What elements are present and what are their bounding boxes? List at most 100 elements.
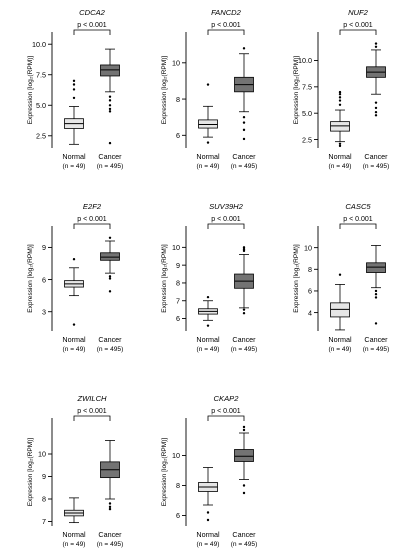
outlier-point [374,289,378,293]
outlier-point [338,144,342,148]
group-label: Cancer [232,530,256,539]
y-tick-label: 5.0 [302,109,312,118]
group-label: Normal [196,152,220,161]
y-axis-title: Expression [log₂(RPM)] [27,244,34,313]
p-value-label: p < 0.001 [77,216,106,223]
group-label: Cancer [98,530,122,539]
y-tick-label: 8 [308,265,312,274]
group-label: Normal [196,335,220,344]
outlier-point [242,246,246,249]
group-n-label: (n = 49) [197,163,220,170]
outlier-point [206,511,210,514]
group-n-label: (n = 49) [63,346,86,353]
y-tick-label: 7.5 [36,70,46,79]
outlier-point [72,83,76,86]
box-normal [330,273,350,331]
gene-title: CDCA2 [79,8,106,17]
box-iqr [330,302,350,318]
box-cancer [100,48,120,145]
p-value-label: p < 0.001 [77,22,106,29]
y-tick-label: 7.5 [302,83,312,92]
y-axis-title: Expression [log₂(RPM)] [27,56,34,125]
box-cancer [234,47,254,141]
box-cancer [366,245,386,325]
box-normal [64,79,84,145]
significance-bracket [339,223,377,229]
outlier-point [242,128,246,132]
box-normal [198,83,218,144]
outlier-point [206,518,210,522]
group-n-label: (n = 495) [97,163,124,170]
outlier-point [374,322,378,325]
outlier-point [108,277,112,280]
group-n-label: (n = 495) [363,346,390,353]
box-iqr [100,252,120,261]
box-normal [198,467,218,522]
group-n-label: (n = 49) [63,163,86,170]
outlier-point [338,93,342,96]
group-label: Normal [328,152,352,161]
outlier-point [206,295,210,299]
significance-bracket [339,29,377,35]
y-tick-label: 8 [176,95,180,104]
group-label: Cancer [232,152,256,161]
group-label: Normal [62,530,86,539]
y-tick-label: 2.5 [36,131,46,140]
panel-fancd2: 6 8 10 Expression [log₂(RPM)] FANCD2 p < 0.00… [161,8,257,170]
outlier-point [374,110,378,114]
y-tick-label: 6 [176,511,180,520]
box-normal [64,497,84,524]
y-axis-title: Expression [log₂(RPM)] [293,244,300,313]
outlier-point [374,106,378,110]
outlier-point [72,79,76,83]
outlier-point [338,103,342,106]
significance-bracket [207,29,245,35]
box-iqr [234,449,254,462]
outlier-point [242,115,246,119]
box-cancer [100,440,120,511]
box-iqr [100,64,120,77]
group-n-label: (n = 49) [329,163,352,170]
y-tick-label: 8 [42,495,46,504]
outlier-point [338,142,342,145]
group-label: Normal [62,152,86,161]
y-tick-label: 10 [172,59,180,68]
y-axis-title: Expression [log₂(RPM)] [161,244,168,313]
p-value-label: p < 0.001 [343,22,372,29]
y-tick-label: 10 [304,243,312,252]
group-n-label: (n = 495) [97,346,124,353]
significance-bracket [207,223,245,229]
y-tick-label: 4 [308,308,312,317]
outlier-point [242,249,246,253]
panel-cdca2: 2.5 5.0 7.5 10.0 Expression [log₂(RPM)] CDCA2… [27,8,123,170]
y-tick-label: 6 [176,131,180,140]
gene-title: E2F2 [83,202,102,211]
outlier-point [206,324,210,327]
outlier-point [108,107,112,111]
box-iqr [330,121,350,132]
group-n-label: (n = 49) [63,541,86,548]
y-axis-title: Expression [log₂(RPM)] [27,438,34,507]
outlier-point [242,121,246,124]
y-axis-title: Expression [log₂(RPM)] [161,438,168,507]
outlier-point [108,505,112,509]
group-label: Normal [196,530,220,539]
p-value-label: p < 0.001 [211,216,240,223]
p-value-label: p < 0.001 [343,216,372,223]
outlier-point [374,42,378,45]
group-label: Cancer [98,152,122,161]
outlier-point [242,247,246,251]
outlier-point [242,425,246,429]
p-value-label: p < 0.001 [77,408,106,415]
y-tick-label: 2.5 [302,135,312,144]
y-tick-label: 8 [176,279,180,288]
gene-title: FANCD2 [211,8,242,17]
outlier-point [242,47,246,50]
group-n-label: (n = 49) [197,346,220,353]
group-label: Cancer [98,335,122,344]
p-value-label: p < 0.001 [211,22,240,29]
y-tick-label: 6 [42,275,46,284]
outlier-point [242,312,246,315]
outlier-point [374,45,378,48]
